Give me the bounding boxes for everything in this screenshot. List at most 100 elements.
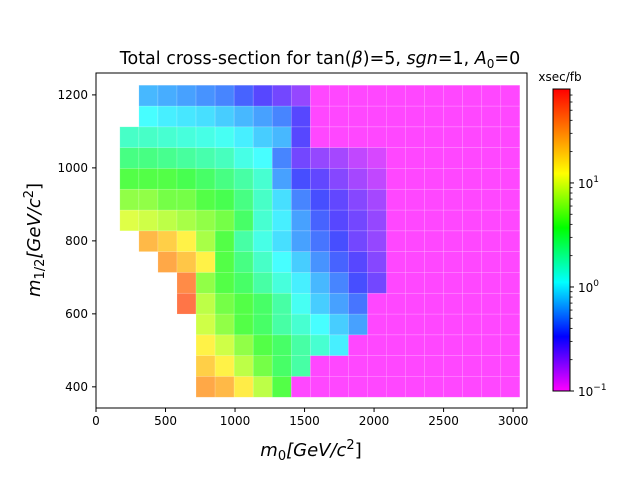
heatmap-cell: [462, 126, 483, 148]
heatmap-cell: [138, 84, 159, 107]
heatmap-cell: [424, 313, 444, 336]
heatmap-cell: [424, 334, 444, 356]
heatmap-cell: [233, 334, 254, 356]
heatmap-cell: [138, 209, 159, 232]
heatmap-cell: [424, 355, 444, 377]
heatmap-cell: [195, 355, 216, 377]
heatmap-cell: [176, 272, 197, 294]
heatmap-cell: [348, 168, 368, 190]
heatmap-cell: [405, 84, 425, 107]
heatmap-cell: [386, 334, 406, 356]
heatmap-cell: [443, 188, 463, 211]
heatmap-cell: [252, 251, 273, 273]
heatmap-cell: [233, 313, 254, 336]
heatmap-cell: [329, 272, 349, 294]
heatmap-cell: [233, 251, 254, 273]
y-tick-label: 1000: [57, 161, 88, 175]
heatmap-cell: [405, 105, 425, 128]
heatmap-cell: [310, 105, 330, 128]
heatmap-cell: [271, 334, 292, 356]
heatmap-cell: [443, 84, 463, 107]
heatmap-cell: [348, 292, 368, 315]
heatmap-cell: [252, 292, 273, 315]
heatmap-cell: [233, 292, 254, 315]
heatmap-cell: [500, 230, 521, 252]
heatmap-cell: [310, 334, 330, 356]
heatmap-cell: [424, 376, 444, 398]
heatmap-cell: [310, 230, 330, 252]
heatmap-cell: [176, 126, 197, 148]
heatmap-cell: [329, 147, 349, 169]
heatmap-cell: [405, 147, 425, 169]
heatmap-cell: [214, 147, 235, 169]
heatmap-cell: [252, 147, 273, 169]
heatmap-cell: [214, 334, 235, 356]
heatmap-cell: [233, 105, 254, 128]
heatmap-cell: [214, 168, 235, 190]
heatmap-cell: [271, 105, 292, 128]
heatmap-cell: [290, 105, 311, 128]
heatmap-cell: [290, 272, 311, 294]
heatmap-cell: [424, 230, 444, 252]
heatmap-cell: [424, 126, 444, 148]
heatmap-cell: [405, 313, 425, 336]
heatmap-cell: [214, 272, 235, 294]
heatmap-cell: [405, 334, 425, 356]
heatmap-cell: [405, 188, 425, 211]
colorbar-tick-label: 100: [578, 279, 599, 295]
heatmap-cell: [271, 230, 292, 252]
heatmap-cell: [329, 313, 349, 336]
heatmap-cell: [290, 230, 311, 252]
heatmap-cell: [310, 168, 330, 190]
heatmap-cell: [195, 209, 216, 232]
heatmap-cell: [367, 292, 387, 315]
heatmap-cell: [481, 84, 502, 107]
heatmap-cell: [367, 230, 387, 252]
heatmap-cell: [157, 126, 178, 148]
heatmap-cell: [424, 105, 444, 128]
heatmap-cell: [405, 230, 425, 252]
heatmap-cell: [348, 251, 368, 273]
heatmap-cell: [386, 126, 406, 148]
heatmap-cell: [424, 251, 444, 273]
heatmap-cell: [386, 355, 406, 377]
heatmap-cell: [176, 209, 197, 232]
heatmap-cell: [348, 84, 368, 107]
heatmap-cell: [233, 209, 254, 232]
heatmap-cell: [233, 168, 254, 190]
heatmap-cell: [119, 188, 140, 211]
heatmap-cell: [481, 168, 502, 190]
heatmap-cell: [329, 334, 349, 356]
x-tick-label: 0: [92, 414, 100, 428]
heatmap-cell: [424, 147, 444, 169]
heatmap-cell: [367, 355, 387, 377]
x-axis-ticks: 0 500 1000 1500 2000 2500 3000: [92, 408, 528, 428]
heatmap-cell: [195, 147, 216, 169]
heatmap-cell: [195, 313, 216, 336]
heatmap-cell: [443, 230, 463, 252]
heatmap-cell: [443, 147, 463, 169]
heatmap-cell: [176, 84, 197, 107]
heatmap-cell: [443, 251, 463, 273]
heatmap-cell: [462, 251, 483, 273]
heatmap-cell: [386, 251, 406, 273]
heatmap-cell: [195, 84, 216, 107]
heatmap-cell: [367, 272, 387, 294]
heatmap-cell: [386, 147, 406, 169]
heatmap-cell: [329, 251, 349, 273]
y-tick-label: 600: [65, 307, 88, 321]
heatmap-cell: [462, 188, 483, 211]
heatmap-cell: [252, 168, 273, 190]
heatmap-cell: [500, 126, 521, 148]
heatmap-cell: [271, 376, 292, 398]
heatmap-cell: [367, 334, 387, 356]
heatmap-cell: [443, 272, 463, 294]
heatmap-cell: [329, 126, 349, 148]
x-tick-label: 2500: [428, 414, 459, 428]
heatmap-cell: [405, 168, 425, 190]
heatmap-cell: [386, 209, 406, 232]
heatmap-cell: [195, 272, 216, 294]
heatmap-cell: [386, 376, 406, 398]
heatmap-cell: [481, 105, 502, 128]
